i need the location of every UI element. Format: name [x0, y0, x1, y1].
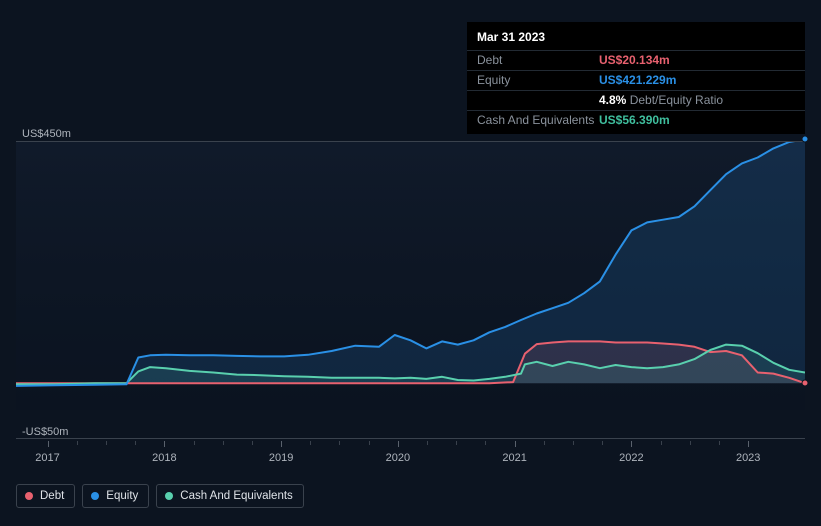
tooltip-row: 4.8% Debt/Equity Ratio	[467, 90, 805, 110]
tooltip-label: Debt	[477, 53, 599, 68]
chart-tooltip: Mar 31 2023 DebtUS$20.134mEquityUS$421.2…	[467, 22, 805, 134]
legend-swatch	[91, 492, 99, 500]
tooltip-row: Cash And EquivalentsUS$56.390m	[467, 110, 805, 130]
x-tick-mark	[631, 441, 632, 447]
x-minor-tick	[544, 441, 545, 445]
legend-item-debt[interactable]: Debt	[16, 484, 75, 508]
x-minor-tick	[252, 441, 253, 445]
x-minor-tick	[602, 441, 603, 445]
tooltip-value: US$20.134m	[599, 53, 670, 68]
x-tick-mark	[48, 441, 49, 447]
chart-legend: Debt Equity Cash And Equivalents	[16, 484, 304, 508]
x-minor-tick	[456, 441, 457, 445]
x-tick-label: 2018	[152, 452, 176, 464]
x-minor-tick	[77, 441, 78, 445]
x-minor-tick	[223, 441, 224, 445]
x-minor-tick	[690, 441, 691, 445]
x-minor-tick	[661, 441, 662, 445]
legend-item-equity[interactable]: Equity	[82, 484, 149, 508]
y-axis-label: US$450m	[22, 128, 71, 140]
legend-item-cash-and-equivalents[interactable]: Cash And Equivalents	[156, 484, 304, 508]
x-tick-mark	[281, 441, 282, 447]
x-axis: 2017 2018 2019 2020 2021 2022 2023	[16, 438, 805, 468]
x-tick-mark	[164, 441, 165, 447]
chart-plot-area[interactable]	[16, 142, 805, 410]
x-minor-tick	[106, 441, 107, 445]
x-tick-label: 2020	[386, 452, 410, 464]
debt-equity-chart: Mar 31 2023 DebtUS$20.134mEquityUS$421.2…	[0, 0, 821, 526]
tooltip-value: 4.8% Debt/Equity Ratio	[599, 93, 723, 108]
x-minor-tick	[339, 441, 340, 445]
x-tick-mark	[748, 441, 749, 447]
y-axis-label: -US$50m	[22, 426, 68, 438]
x-minor-tick	[485, 441, 486, 445]
tooltip-label: Cash And Equivalents	[477, 113, 599, 128]
tooltip-row: EquityUS$421.229m	[467, 70, 805, 90]
x-tick-label: 2022	[619, 452, 643, 464]
tooltip-row: DebtUS$20.134m	[467, 50, 805, 70]
x-minor-tick	[135, 441, 136, 445]
legend-label: Equity	[106, 490, 138, 502]
x-minor-tick	[310, 441, 311, 445]
x-tick-label: 2021	[502, 452, 526, 464]
x-tick-label: 2019	[269, 452, 293, 464]
series-end-marker	[802, 380, 809, 387]
x-minor-tick	[194, 441, 195, 445]
tooltip-label: Equity	[477, 73, 599, 88]
x-tick-mark	[515, 441, 516, 447]
legend-swatch	[25, 492, 33, 500]
x-tick-mark	[398, 441, 399, 447]
tooltip-value: US$421.229m	[599, 73, 676, 88]
x-tick-label: 2017	[35, 452, 59, 464]
legend-label: Cash And Equivalents	[180, 490, 293, 502]
legend-label: Debt	[40, 490, 64, 502]
x-minor-tick	[369, 441, 370, 445]
tooltip-date: Mar 31 2023	[467, 26, 805, 50]
x-tick-label: 2023	[736, 452, 760, 464]
x-minor-tick	[719, 441, 720, 445]
legend-swatch	[165, 492, 173, 500]
tooltip-value: US$56.390m	[599, 113, 670, 128]
x-minor-tick	[573, 441, 574, 445]
tooltip-label	[477, 93, 599, 108]
series-end-marker	[802, 136, 809, 143]
x-minor-tick	[427, 441, 428, 445]
